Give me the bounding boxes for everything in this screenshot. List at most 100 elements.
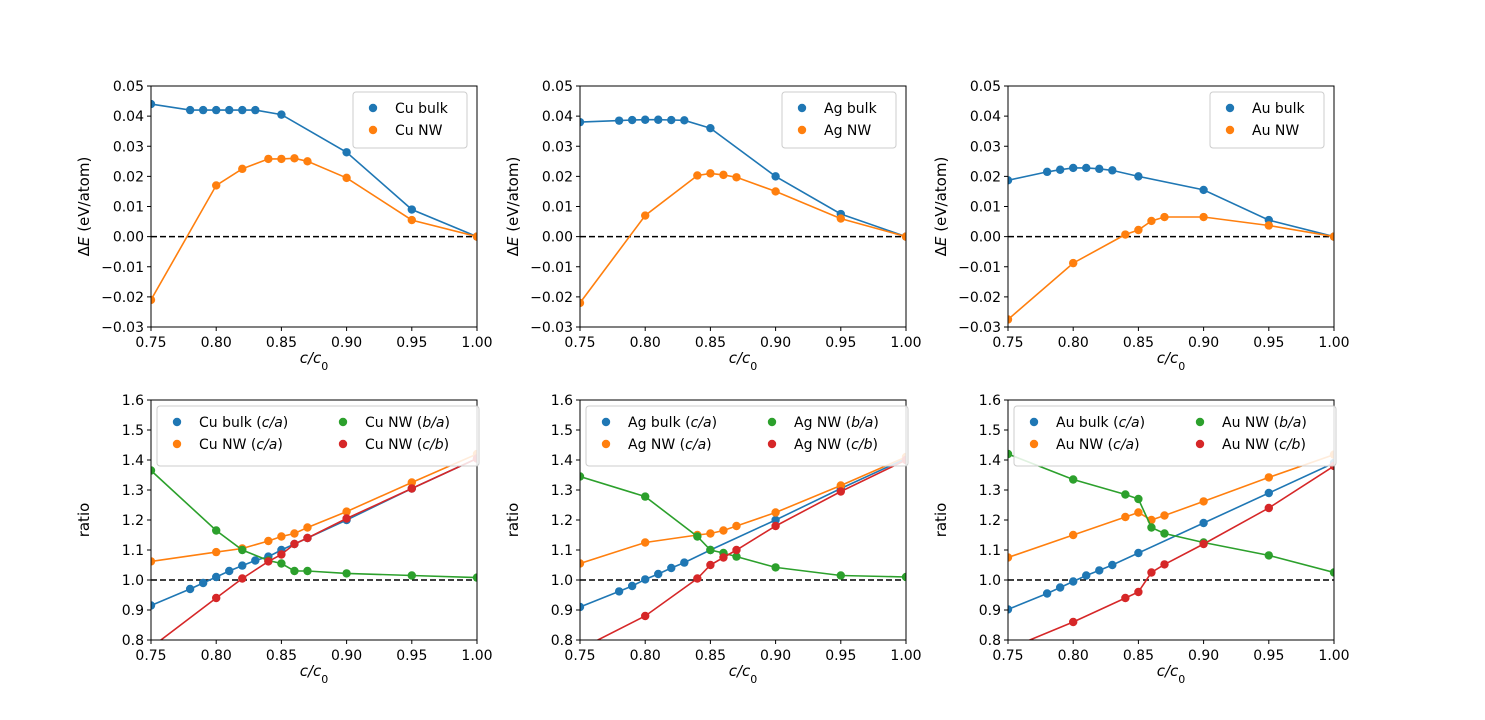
x-tick-label: 0.85 <box>695 335 726 351</box>
data-point <box>238 105 247 115</box>
data-point <box>290 154 299 163</box>
data-point <box>342 173 351 183</box>
data-point <box>901 232 906 241</box>
series-cu-energy-0 <box>151 99 477 241</box>
data-point <box>1069 258 1078 268</box>
y-tick-label: 0.01 <box>542 200 573 216</box>
data-point <box>1264 488 1274 498</box>
data-point <box>732 545 741 555</box>
data-point <box>1264 473 1274 482</box>
y-tick-label: 1.3 <box>122 483 144 499</box>
legend-entry: Cu NW <box>395 123 443 139</box>
data-point <box>225 566 234 576</box>
data-point <box>1134 494 1143 504</box>
series-line <box>151 157 477 301</box>
data-point <box>580 117 585 127</box>
data-point <box>342 148 351 157</box>
series-line <box>151 453 477 563</box>
y-tick-label: 0.01 <box>113 200 144 216</box>
data-point <box>641 492 650 501</box>
data-point <box>212 572 221 582</box>
data-point <box>198 105 208 115</box>
data-point <box>1121 512 1130 522</box>
legend: Ag bulk (c/a) Ag NW (c/a) Ag NW (b/a) Ag NW… <box>585 405 909 467</box>
data-point <box>1199 518 1208 528</box>
data-point <box>580 472 585 481</box>
series-cu-ratio-2 <box>151 466 477 582</box>
plot-area <box>151 99 477 305</box>
legend-box <box>1209 91 1325 149</box>
legend-marker <box>601 417 611 427</box>
data-point <box>706 529 715 538</box>
legend-marker <box>767 417 777 427</box>
data-point <box>706 560 715 570</box>
y-tick-label: 0.05 <box>113 79 144 95</box>
data-point <box>1264 551 1274 560</box>
axes-frame <box>150 399 478 641</box>
data-point <box>641 538 650 547</box>
y-axis-label: ΔE (eV/atom) <box>932 157 950 257</box>
legend-marker <box>338 417 348 427</box>
panel-ag-ratio: 0.75 0.80 0.85 0.90 0.95 1.00 0.8 0.9 1.0 1.1 1.2 1… <box>504 393 922 686</box>
legend-marker <box>368 125 378 135</box>
data-point <box>303 523 312 532</box>
y-tick-label: 1.2 <box>979 513 1001 529</box>
y-tick-label: −0.02 <box>958 290 1001 306</box>
data-point <box>1134 225 1143 235</box>
x-tick-label: 0.90 <box>1188 335 1219 351</box>
y-axis-label: ratio <box>75 503 93 538</box>
x-tick-label: 0.95 <box>396 335 427 351</box>
y-tick-label: 1.6 <box>551 393 573 409</box>
data-point <box>680 558 689 567</box>
y-tick-label: −0.03 <box>958 320 1001 336</box>
series-line <box>1008 216 1334 321</box>
x-tick-label: 0.95 <box>396 648 427 664</box>
legend-marker <box>1225 103 1235 113</box>
y-tick-label: 1.0 <box>979 573 1001 589</box>
x-tick-label: 1.00 <box>1318 648 1349 664</box>
series-cu-ratio-0 <box>151 454 477 610</box>
legend-entry: Au bulk <box>1252 101 1306 117</box>
y-tick-label: −0.01 <box>101 260 144 276</box>
data-point <box>836 214 845 223</box>
data-point <box>238 561 247 570</box>
data-point <box>680 116 689 125</box>
data-point <box>185 105 195 115</box>
legend-entry: Au NW <box>1252 123 1299 139</box>
data-point <box>277 154 286 164</box>
y-tick-label: 0.05 <box>542 79 573 95</box>
series-line <box>596 459 906 640</box>
data-point <box>1134 587 1143 597</box>
x-tick-label: 0.95 <box>825 648 856 664</box>
y-tick-label: −0.02 <box>530 290 573 306</box>
x-axis-label: c/c0 <box>1157 349 1186 373</box>
x-tick-label: 0.95 <box>1253 648 1284 664</box>
axes-frame <box>1007 85 1335 328</box>
legend-box <box>781 91 897 149</box>
legend: Cu bulk Cu NW <box>352 91 468 149</box>
data-point <box>1042 167 1052 177</box>
legend-marker <box>1029 417 1039 427</box>
legend-box <box>156 405 480 467</box>
x-tick-label: 0.85 <box>266 335 297 351</box>
series-au-energy-0 <box>1008 163 1334 241</box>
series-ag-ratio-3 <box>596 455 906 640</box>
y-tick-label: 0.04 <box>113 109 144 125</box>
y-tick-label: 1.6 <box>979 393 1001 409</box>
data-point <box>1199 497 1208 506</box>
data-point <box>719 526 728 535</box>
legend: Ag bulk Ag NW <box>781 91 897 149</box>
data-point <box>264 557 273 566</box>
series-au-ratio-3 <box>1027 461 1334 640</box>
data-point <box>1147 523 1156 532</box>
data-point <box>1199 185 1208 195</box>
data-point <box>151 466 156 475</box>
legend-box <box>352 91 468 149</box>
y-tick-label: 0.00 <box>542 230 573 246</box>
legend-entry: Cu bulk (c/a) <box>199 415 288 431</box>
data-point <box>264 154 273 164</box>
data-point <box>238 164 247 174</box>
data-point <box>1082 163 1091 173</box>
legend: Cu bulk (c/a) Cu NW (c/a) Cu NW (b/a) Cu NW… <box>156 405 480 467</box>
data-point <box>303 533 312 543</box>
